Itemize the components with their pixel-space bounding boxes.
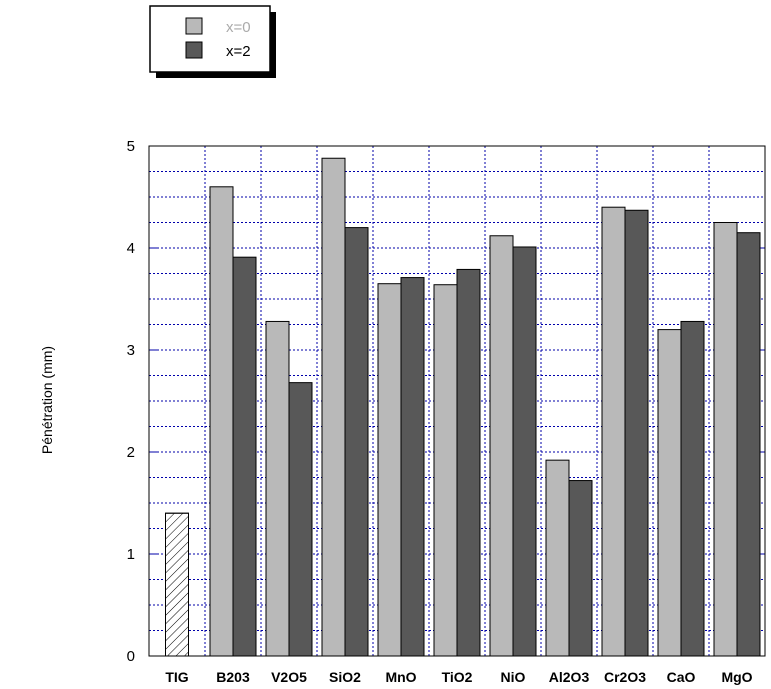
legend-swatch-1: [185, 41, 203, 59]
bar-x=2-NiO: [512, 246, 537, 657]
legend: x=0 x=2: [149, 5, 276, 78]
bar-x=2-MgO: [736, 232, 761, 657]
bar-x=0-MgO: [713, 222, 738, 657]
bar-x=2-MnO: [400, 277, 425, 657]
y-tick-label: 1: [127, 546, 135, 563]
y-tick-label: 4: [127, 240, 135, 257]
bar-x=0-NiO: [489, 235, 514, 657]
y-ticks: 0 1 2 3 4 5: [127, 138, 135, 665]
legend-label-1: x=2: [226, 43, 251, 60]
y-tick-label: 5: [127, 138, 135, 155]
bar-x=2-CaO: [680, 320, 705, 657]
bar-x=2-B203: [232, 256, 257, 657]
bar-reference: [165, 512, 189, 657]
bar-x=0-Cr2O3: [601, 206, 626, 657]
bar-x=0-CaO: [657, 329, 682, 657]
y-tick-label: 3: [127, 342, 135, 359]
plot-frame: [148, 145, 766, 657]
bar-x=0-V2O5: [265, 320, 290, 657]
legend-swatch-0: [185, 17, 203, 35]
y-axis-label: Pénétration (mm): [39, 346, 55, 454]
bar-x=2-V2O5: [288, 382, 313, 657]
x-category-label: TiO2: [442, 669, 473, 685]
x-category-label: MgO: [721, 669, 752, 685]
y-tick-label: 0: [127, 648, 135, 665]
bar-x=0-TiO2: [433, 284, 458, 657]
bar-x=2-SiO2: [344, 227, 369, 657]
x-category-label: Al2O3: [549, 669, 590, 685]
bars: [165, 157, 761, 657]
legend-box: [149, 5, 271, 73]
x-category-label: NiO: [501, 669, 526, 685]
x-category-label: SiO2: [329, 669, 361, 685]
x-category-label: V2O5: [271, 669, 307, 685]
x-category-label: MnO: [385, 669, 416, 685]
legend-label-0: x=0: [226, 19, 251, 36]
y-tick-label: 2: [127, 444, 135, 461]
x-category-label: Cr2O3: [604, 669, 646, 685]
bar-x=0-Al2O3: [545, 459, 570, 657]
x-category-label: B203: [216, 669, 250, 685]
bar-x=2-TiO2: [456, 268, 481, 657]
bar-x=2-Al2O3: [568, 480, 593, 657]
bar-x=2-Cr2O3: [624, 209, 649, 657]
bar-x=0-B203: [209, 186, 234, 657]
bar-x=0-SiO2: [321, 157, 346, 657]
x-categories: TIG B203 V2O5 SiO2 MnO TiO2 NiO Al2O3 Cr2O3 CaO Mg…: [165, 669, 752, 685]
x-category-label: TIG: [165, 669, 188, 685]
x-category-label: CaO: [667, 669, 696, 685]
bar-x=0-MnO: [377, 283, 402, 657]
